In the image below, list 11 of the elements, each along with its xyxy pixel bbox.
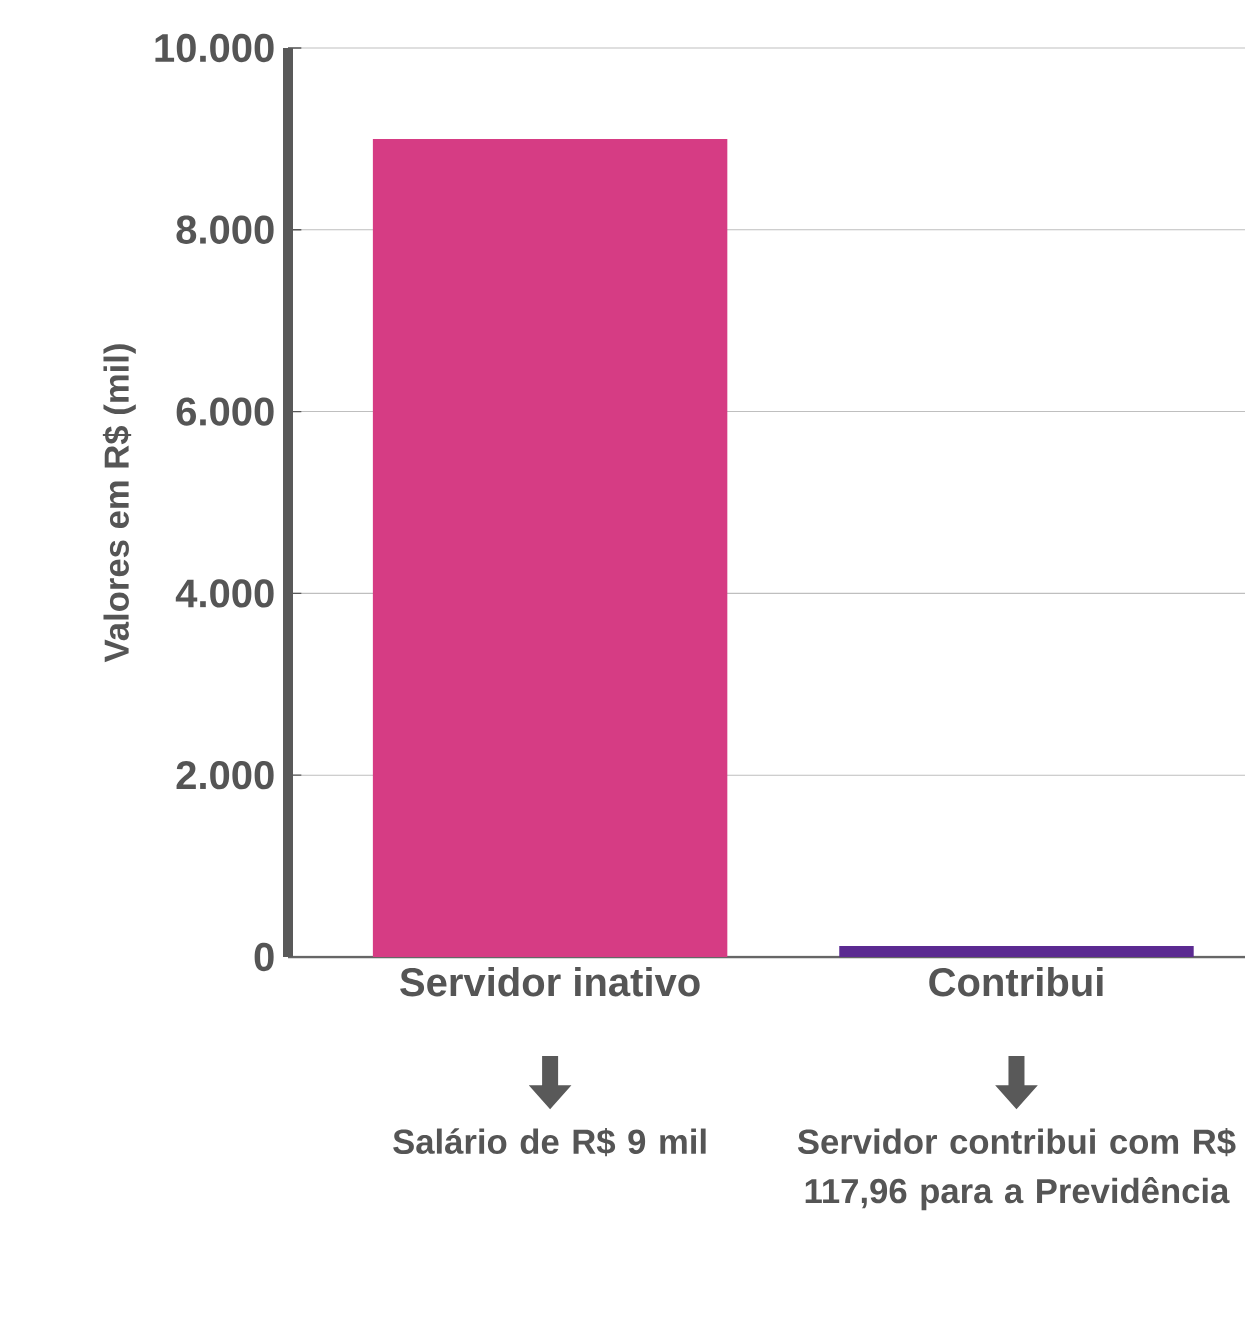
y-tick-label: 6.000 [176, 397, 274, 426]
y-tick-label: 0 [254, 942, 274, 972]
y-tick-label: 2.000 [176, 761, 274, 790]
y-tick-label: 10.000 [155, 33, 274, 63]
y-axis-title: Valores em R$ (mil) [102, 344, 136, 663]
x-tick-label: Contribui [929, 967, 1103, 997]
text: Salário de R$ 9 mil [392, 1127, 706, 1157]
text: Servidor contribui com R$ 117,96 para a Previdência [797, 1127, 1236, 1211]
x-tick-label: Servidor inativo [399, 967, 700, 997]
y-tick-label: 4.000 [175, 579, 274, 608]
y-tick-label: 8.000 [176, 215, 274, 244]
